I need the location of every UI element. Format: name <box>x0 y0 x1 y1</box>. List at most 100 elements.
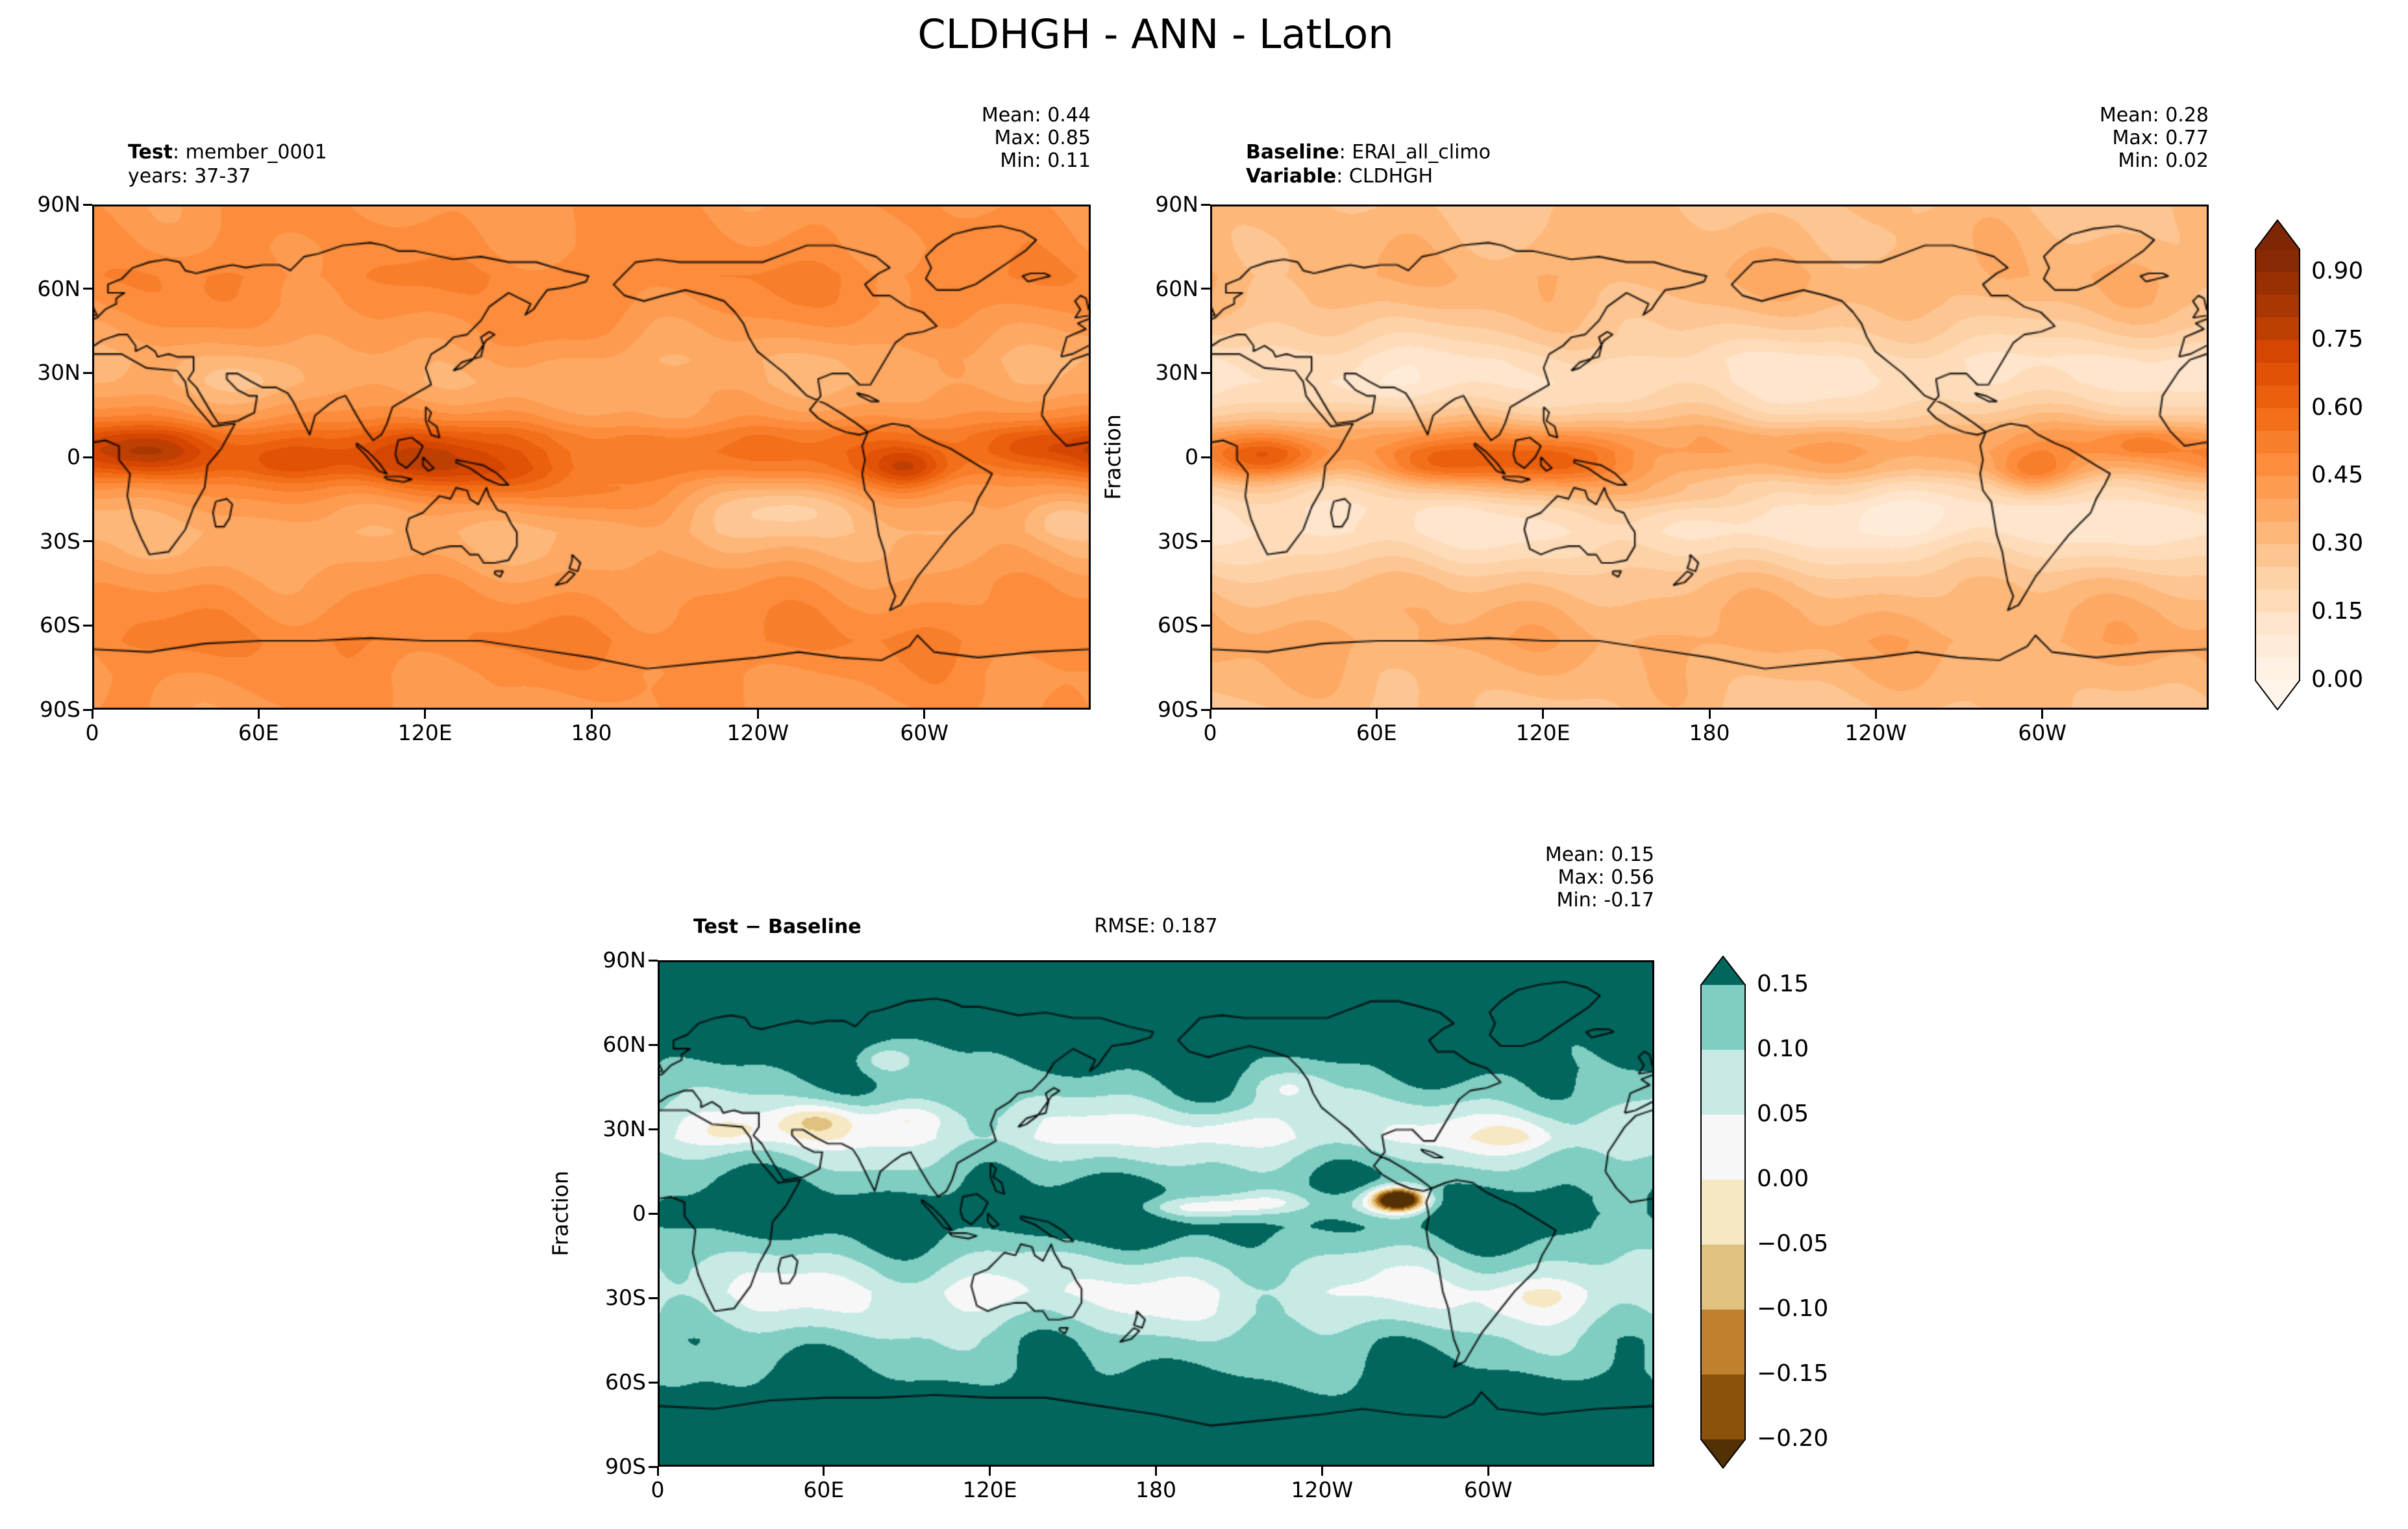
lon-tick-label: 120W <box>1844 720 1907 745</box>
lat-tick-mark <box>649 1043 658 1046</box>
difference-colorbar-tick-label: 0.15 <box>1757 971 1809 997</box>
lon-tick-mark <box>823 1467 825 1476</box>
lat-tick-label: 90S <box>1158 697 1198 722</box>
lat-tick-label: 60S <box>605 1369 646 1395</box>
stat-mean: Mean: 0.15 <box>1545 843 1654 866</box>
stat-max: Max: 0.56 <box>1558 866 1654 889</box>
lon-tick-label: 180 <box>1136 1477 1176 1502</box>
lon-tick-mark <box>1321 1467 1323 1476</box>
stat-min: Min: -0.17 <box>1556 889 1655 912</box>
fraction-colorbar-svg <box>2255 219 2300 711</box>
lat-tick-mark <box>83 371 92 374</box>
lat-tick-mark <box>649 1212 658 1215</box>
lat-tick-mark <box>1201 288 1210 290</box>
baseline-label-key: Baseline <box>1246 141 1339 164</box>
lat-tick-label: 30S <box>40 528 81 554</box>
stat-max: Max: 0.85 <box>994 127 1091 149</box>
baseline-label-value: : ERAI_all_climo <box>1339 141 1491 164</box>
lon-tick-label: 60W <box>900 720 949 745</box>
difference-colorbar-tick-label: −0.20 <box>1757 1425 1829 1452</box>
lat-tick-mark <box>649 1465 658 1468</box>
header-baseline: Baseline: ERAI_all_climo Variable: CLDHG… <box>1246 140 1491 188</box>
header-test: Test: member_0001 years: 37-37 <box>128 140 327 188</box>
map-test <box>92 205 1091 710</box>
lon-tick-mark <box>91 710 93 719</box>
stat-mean: Mean: 0.44 <box>981 104 1091 127</box>
difference-colorbar-tick-label: −0.15 <box>1757 1360 1829 1387</box>
lon-tick-mark <box>590 710 593 719</box>
lon-tick-label: 120E <box>1515 720 1570 745</box>
lat-tick-label: 60S <box>40 612 81 638</box>
lon-tick-label: 60W <box>2018 720 2067 745</box>
lon-tick-label: 60W <box>1463 1477 1513 1502</box>
lat-tick-label: 60S <box>1158 612 1198 638</box>
variable-label-key: Variable <box>1246 165 1337 188</box>
difference-colorbar-svg <box>1700 955 1746 1469</box>
lon-tick-mark <box>756 710 759 719</box>
lat-tick-mark <box>1201 708 1210 711</box>
lon-tick-mark <box>1155 1467 1157 1476</box>
lon-tick-mark <box>1487 1467 1489 1476</box>
rmse-label: RMSE: 0.187 <box>1094 915 1218 938</box>
lat-tick-label: 30N <box>1155 360 1198 386</box>
panel-baseline: Baseline: ERAI_all_climo Variable: CLDHG… <box>1100 104 2209 745</box>
lon-tick-label: 120E <box>397 720 453 745</box>
lat-tick-label: 90N <box>602 947 646 973</box>
lon-tick-label: 60E <box>803 1477 845 1502</box>
difference-colorbar-tick-label: 0.05 <box>1757 1100 1809 1127</box>
stat-min: Min: 0.02 <box>2118 149 2209 172</box>
lon-tick-mark <box>656 1467 659 1476</box>
variable-label: Variable: CLDHGH <box>1246 164 1491 188</box>
stat-min: Min: 0.11 <box>1000 149 1091 172</box>
lat-tick-label: 30N <box>37 360 81 386</box>
fraction-colorbar-tick-label: 0.30 <box>2311 530 2364 557</box>
lon-tick-label: 0 <box>1203 720 1217 745</box>
lat-tick-label: 0 <box>67 444 81 469</box>
lat-tick-mark <box>83 540 92 543</box>
stats-baseline: Mean: 0.28 Max: 0.77 Min: 0.02 <box>2100 104 2209 172</box>
lat-tick-label: 30N <box>602 1116 646 1141</box>
lat-tick-mark <box>1201 456 1210 458</box>
difference-colorbar-tick-label: 0.00 <box>1757 1165 1809 1192</box>
lon-tick-mark <box>424 710 427 719</box>
lon-tick-mark <box>1708 710 1711 719</box>
lat-tick-mark <box>83 203 92 206</box>
test-years: years: 37-37 <box>128 165 251 188</box>
lat-tick-label: 30S <box>1158 528 1198 554</box>
test-label-key: Test <box>128 141 173 164</box>
fraction-colorbar-tick-label: 0.90 <box>2311 257 2364 284</box>
test-label: Test: member_0001 <box>128 140 327 164</box>
lon-tick-label: 180 <box>571 720 612 745</box>
panel-diff: Test − Baseline RMSE: 0.187 Mean: 0.15 M… <box>548 843 1654 1502</box>
fraction-colorbar-tick-label: 0.45 <box>2311 462 2364 489</box>
lon-tick-mark <box>2041 710 2044 719</box>
lat-tick-mark <box>1201 540 1210 543</box>
lat-tick-label: 0 <box>1185 444 1198 469</box>
lat-tick-label: 90N <box>1155 192 1198 217</box>
lat-tick-mark <box>1201 371 1210 374</box>
lon-tick-mark <box>257 710 260 719</box>
lat-tick-label: 30S <box>605 1285 646 1310</box>
map-baseline <box>1210 205 2209 710</box>
stats-diff: Mean: 0.15 Max: 0.56 Min: -0.17 <box>1545 843 1654 912</box>
test-label-value: : member_0001 <box>173 141 327 164</box>
lat-tick-mark <box>83 288 92 290</box>
diff-label: Test − Baseline <box>693 915 862 939</box>
lon-tick-mark <box>1874 710 1877 719</box>
lon-tick-label: 180 <box>1689 720 1730 745</box>
lon-tick-mark <box>1542 710 1545 719</box>
lon-tick-mark <box>923 710 926 719</box>
lat-tick-label: 0 <box>632 1200 646 1226</box>
lat-tick-label: 90S <box>605 1454 646 1479</box>
fraction-colorbar-tick-label: 0.60 <box>2311 393 2364 421</box>
lat-tick-mark <box>649 1128 658 1130</box>
lat-tick-mark <box>83 708 92 711</box>
lat-tick-mark <box>649 1297 658 1299</box>
lon-tick-label: 60E <box>238 720 279 745</box>
fraction-colorbar-tick-label: 0.75 <box>2311 325 2364 353</box>
fraction-colorbar-tick-label: 0.15 <box>2311 598 2364 625</box>
lat-tick-mark <box>1201 624 1210 627</box>
difference-colorbar-tick-label: −0.10 <box>1757 1295 1829 1322</box>
lon-tick-mark <box>1209 710 1211 719</box>
